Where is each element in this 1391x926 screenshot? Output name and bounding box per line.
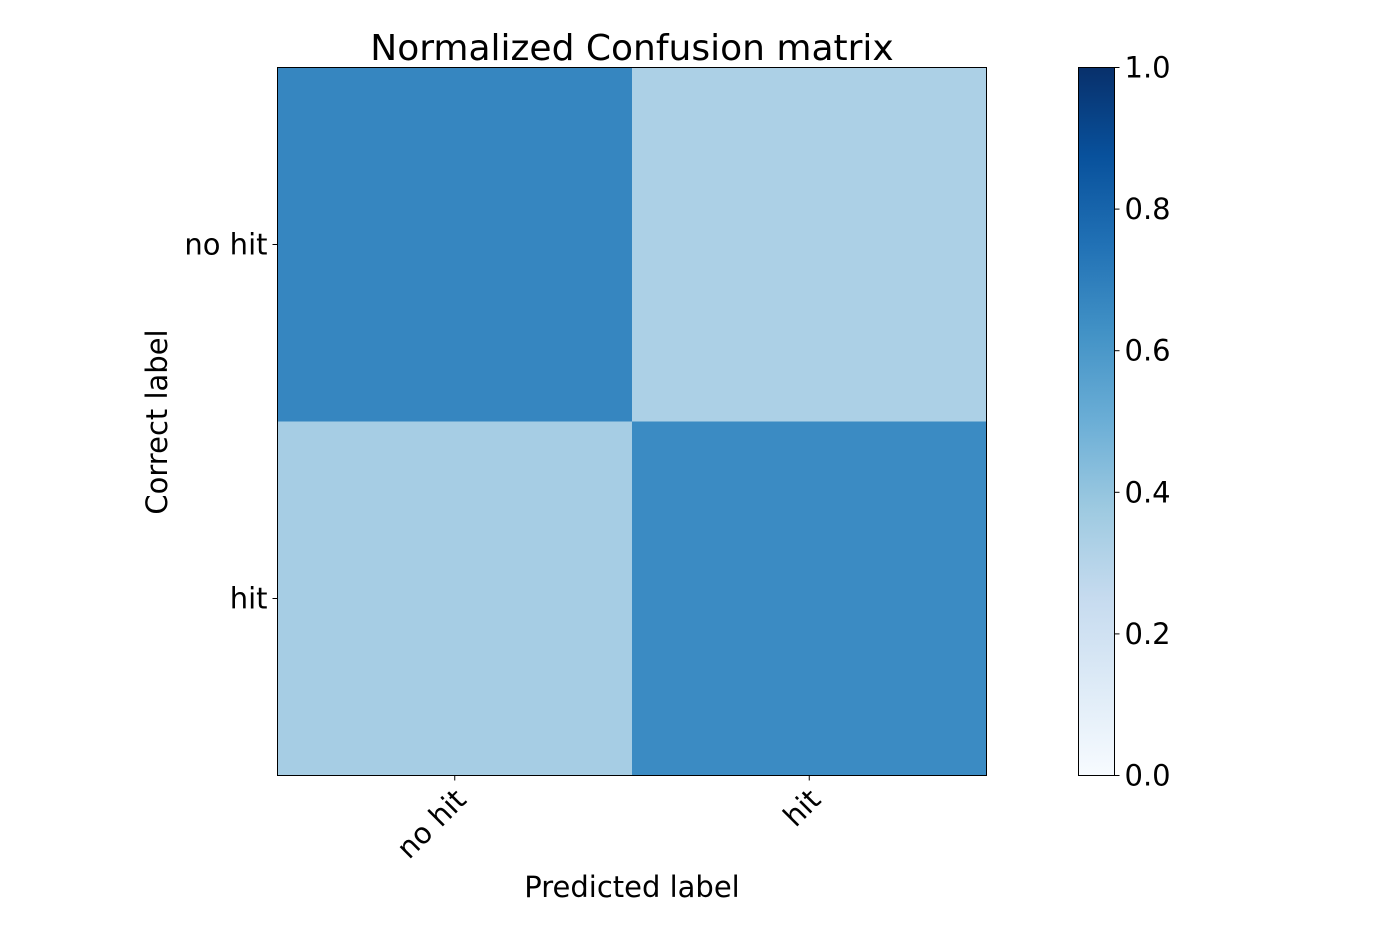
x-tick-label: hit — [776, 782, 827, 833]
colorbar-tick-label: 0.4 — [1125, 475, 1171, 509]
colorbar-tick-label: 1.0 — [1125, 51, 1171, 85]
x-axis: no hit hit — [390, 775, 827, 865]
plot-frame — [277, 67, 987, 776]
colorbar: 0.0 0.2 0.4 0.6 0.8 1.0 — [1078, 51, 1171, 793]
heatmap-cell-r0-c0 — [277, 67, 633, 422]
chart-title: Normalized Confusion matrix — [370, 28, 893, 69]
colorbar-tick-label: 0.8 — [1125, 192, 1171, 226]
colorbar-gradient — [1078, 67, 1115, 776]
y-tick-label: no hit — [184, 228, 267, 262]
x-axis-label: Predicted label — [524, 870, 740, 904]
y-axis-label: Correct label — [140, 329, 174, 514]
colorbar-tick-label: 0.2 — [1125, 617, 1171, 651]
heatmap-cell-r1-c0 — [277, 421, 633, 776]
heatmap-cells — [277, 67, 987, 776]
colorbar-tick-label: 0.0 — [1125, 759, 1171, 793]
heatmap-cell-r1-c1 — [632, 421, 987, 776]
y-axis: no hit hit — [184, 228, 278, 616]
heatmap-cell-r0-c1 — [632, 67, 987, 422]
y-tick-label: hit — [230, 582, 268, 616]
colorbar-ticks: 0.0 0.2 0.4 0.6 0.8 1.0 — [1114, 51, 1171, 793]
colorbar-tick-label: 0.6 — [1125, 334, 1171, 368]
x-tick-label: no hit — [390, 782, 473, 865]
